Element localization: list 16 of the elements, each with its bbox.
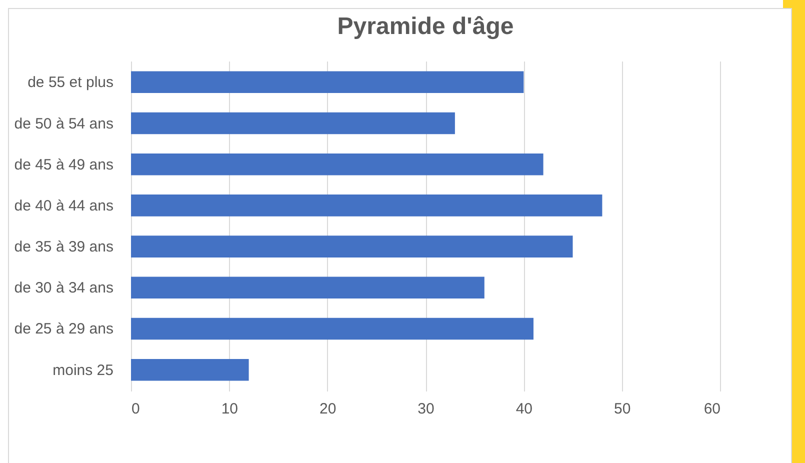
chart-title: Pyramide d'âge bbox=[337, 13, 514, 40]
x-tick-label: 50 bbox=[614, 400, 631, 418]
x-tick-label: 0 bbox=[132, 400, 140, 418]
x-tick-label: 30 bbox=[418, 400, 434, 418]
x-tick-label: 60 bbox=[704, 400, 720, 418]
y-tick-label: de 35 à 39 ans bbox=[14, 238, 114, 256]
y-tick-label: de 30 à 34 ans bbox=[14, 280, 114, 297]
y-tick-label: de 25 à 29 ans bbox=[14, 320, 114, 338]
x-tick-label: 40 bbox=[516, 400, 533, 418]
y-tick-label: de 40 à 44 ans bbox=[14, 197, 114, 214]
y-tick-label: de 50 à 54 ans bbox=[14, 115, 114, 132]
y-tick-label: moins 25 bbox=[52, 362, 114, 379]
y-tick-label: de 45 à 49 ans bbox=[14, 156, 114, 174]
x-tick-label: 10 bbox=[221, 400, 238, 418]
x-tick-label: 20 bbox=[319, 400, 336, 418]
y-tick-label: de 55 et plus bbox=[28, 74, 114, 92]
